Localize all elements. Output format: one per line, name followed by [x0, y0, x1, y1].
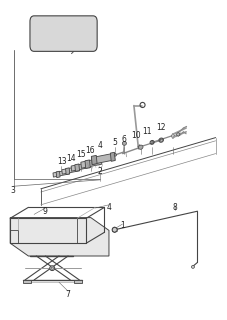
- Polygon shape: [10, 218, 109, 256]
- Text: 1: 1: [120, 221, 125, 230]
- Text: 6: 6: [121, 135, 126, 144]
- Text: 7: 7: [66, 290, 71, 299]
- Text: 12: 12: [156, 123, 166, 132]
- FancyBboxPatch shape: [30, 16, 97, 51]
- Polygon shape: [23, 280, 31, 283]
- Text: 10: 10: [131, 131, 141, 140]
- Polygon shape: [74, 280, 82, 283]
- Text: 5: 5: [112, 138, 117, 147]
- Text: 13: 13: [58, 157, 67, 166]
- Polygon shape: [110, 152, 115, 161]
- Polygon shape: [81, 158, 102, 168]
- Text: 8: 8: [173, 203, 177, 212]
- Polygon shape: [62, 166, 80, 174]
- Text: 4: 4: [106, 203, 111, 212]
- Text: 4: 4: [97, 141, 102, 150]
- Text: 9: 9: [43, 207, 48, 216]
- Text: 16: 16: [85, 146, 94, 155]
- Text: 15: 15: [76, 150, 85, 159]
- Polygon shape: [66, 168, 70, 175]
- Text: 3: 3: [10, 186, 15, 195]
- Ellipse shape: [112, 227, 117, 232]
- Polygon shape: [56, 171, 60, 178]
- Polygon shape: [91, 156, 97, 164]
- Polygon shape: [75, 164, 79, 172]
- Text: 2: 2: [98, 167, 102, 176]
- Text: 11: 11: [142, 127, 152, 136]
- Polygon shape: [53, 170, 70, 177]
- Text: 14: 14: [67, 154, 76, 163]
- Ellipse shape: [122, 141, 126, 145]
- Polygon shape: [85, 160, 90, 168]
- Ellipse shape: [114, 154, 116, 156]
- Polygon shape: [71, 162, 91, 171]
- Polygon shape: [92, 153, 115, 164]
- Ellipse shape: [50, 266, 55, 271]
- Ellipse shape: [191, 266, 194, 268]
- Ellipse shape: [177, 133, 180, 136]
- Ellipse shape: [138, 145, 143, 149]
